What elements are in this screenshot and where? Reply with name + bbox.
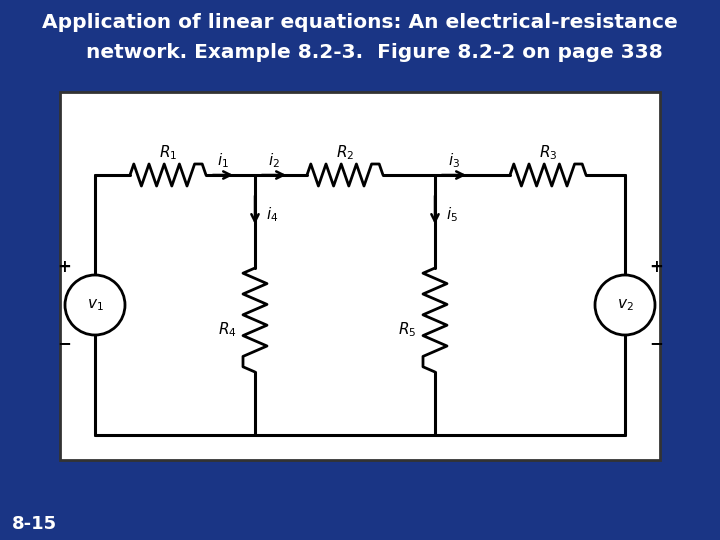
Circle shape <box>65 275 125 335</box>
Text: $R_2$: $R_2$ <box>336 144 354 163</box>
Text: $v_2$: $v_2$ <box>616 297 634 313</box>
Text: −: − <box>57 334 71 352</box>
Text: $R_5$: $R_5$ <box>398 321 416 339</box>
Text: −: − <box>649 334 663 352</box>
Text: $R_1$: $R_1$ <box>159 144 177 163</box>
Text: $i_3$: $i_3$ <box>448 152 460 170</box>
Text: 8-15: 8-15 <box>12 515 57 533</box>
Text: $R_3$: $R_3$ <box>539 144 557 163</box>
Text: Application of linear equations: An electrical-resistance: Application of linear equations: An elec… <box>42 12 678 31</box>
Text: $R_4$: $R_4$ <box>217 321 236 339</box>
Text: $i_4$: $i_4$ <box>266 206 278 224</box>
Text: $i_2$: $i_2$ <box>268 152 280 170</box>
Circle shape <box>595 275 655 335</box>
Text: +: + <box>649 258 663 276</box>
Text: $i_5$: $i_5$ <box>446 206 458 224</box>
Text: +: + <box>57 258 71 276</box>
Text: $v_1$: $v_1$ <box>86 297 104 313</box>
Text: network. Example 8.2-3.  Figure 8.2-2 on page 338: network. Example 8.2-3. Figure 8.2-2 on … <box>58 43 662 62</box>
Bar <box>60 92 660 460</box>
Text: $i_1$: $i_1$ <box>217 152 229 170</box>
